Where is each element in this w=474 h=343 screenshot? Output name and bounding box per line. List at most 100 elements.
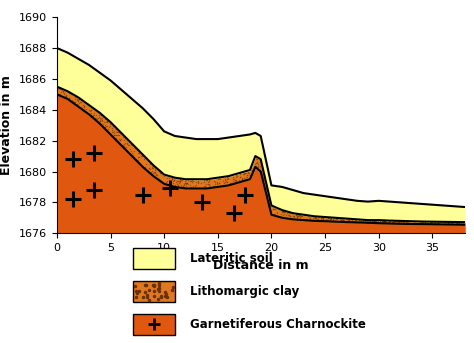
Point xyxy=(215,180,222,186)
Point xyxy=(306,216,314,221)
Point xyxy=(369,218,376,224)
Point xyxy=(292,212,300,217)
Point xyxy=(373,219,380,224)
Point xyxy=(344,217,351,223)
Point xyxy=(318,216,325,222)
Point xyxy=(227,180,234,185)
Point xyxy=(389,219,396,225)
Point xyxy=(357,219,365,225)
Point xyxy=(154,175,162,181)
Point xyxy=(233,173,241,179)
Point xyxy=(446,221,453,227)
Point xyxy=(191,183,199,188)
Point xyxy=(300,217,308,223)
Point xyxy=(380,218,387,223)
Point xyxy=(76,97,83,102)
Point xyxy=(59,89,66,95)
Point xyxy=(460,222,467,227)
Point xyxy=(435,221,442,227)
Point xyxy=(176,178,184,184)
Point xyxy=(63,94,70,99)
Point xyxy=(110,133,118,138)
Point xyxy=(88,113,95,118)
Point xyxy=(320,214,328,220)
Point xyxy=(324,215,332,221)
Point xyxy=(336,217,344,222)
Point xyxy=(181,180,189,186)
Point xyxy=(292,213,300,218)
Point xyxy=(70,92,77,98)
Point xyxy=(370,218,378,224)
Point xyxy=(289,211,297,216)
Point xyxy=(182,177,190,182)
Point xyxy=(168,175,175,180)
Point xyxy=(364,220,372,225)
Point xyxy=(453,220,460,225)
Point xyxy=(123,137,130,143)
Point xyxy=(374,220,381,225)
Point xyxy=(219,178,226,184)
Point xyxy=(455,220,462,225)
FancyBboxPatch shape xyxy=(133,314,175,335)
Point xyxy=(164,179,171,184)
Point xyxy=(400,219,407,225)
Point xyxy=(236,174,243,179)
Point xyxy=(136,159,143,165)
Point xyxy=(397,219,404,225)
Point xyxy=(247,165,255,171)
Point xyxy=(402,219,410,224)
Point xyxy=(374,220,382,225)
Point xyxy=(320,218,328,224)
Point xyxy=(120,141,128,147)
Point xyxy=(299,216,307,222)
Point xyxy=(91,117,99,122)
Point xyxy=(63,88,71,94)
Point xyxy=(141,164,149,169)
Point xyxy=(390,220,397,226)
Point xyxy=(166,182,174,187)
Point xyxy=(78,106,85,111)
Point xyxy=(76,97,84,102)
Point xyxy=(258,172,266,177)
Point xyxy=(345,218,352,224)
Point xyxy=(130,149,138,154)
Point xyxy=(88,108,95,113)
Point xyxy=(431,222,439,227)
Point xyxy=(170,178,177,183)
Point xyxy=(107,120,114,126)
Point xyxy=(183,180,191,186)
Point xyxy=(315,217,323,223)
Point xyxy=(424,220,431,226)
Point xyxy=(441,219,448,225)
Point xyxy=(395,219,402,225)
Point xyxy=(280,209,287,215)
Point xyxy=(421,221,428,226)
Point xyxy=(182,181,190,186)
Point xyxy=(263,193,271,199)
Point xyxy=(172,182,179,187)
Point xyxy=(419,221,426,226)
Point xyxy=(279,212,287,218)
Point xyxy=(365,220,372,225)
Point xyxy=(235,177,243,183)
Point xyxy=(169,176,176,181)
Point xyxy=(410,220,417,226)
Point xyxy=(219,183,227,189)
Point xyxy=(373,218,380,224)
Point xyxy=(271,212,279,217)
Point xyxy=(253,160,261,166)
Point xyxy=(456,222,464,227)
Point xyxy=(156,170,164,176)
Point xyxy=(352,217,360,223)
Point xyxy=(279,208,286,214)
Point xyxy=(395,220,403,225)
Point xyxy=(121,135,128,140)
Point xyxy=(297,214,305,219)
Point xyxy=(377,220,384,226)
Point xyxy=(254,161,261,166)
Point xyxy=(390,219,398,225)
Point xyxy=(157,170,164,175)
Point xyxy=(270,206,278,212)
Point xyxy=(115,136,123,142)
Point xyxy=(392,220,400,226)
